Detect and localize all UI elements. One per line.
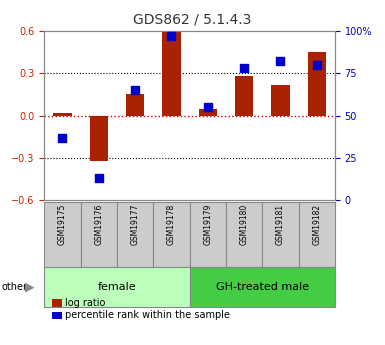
Text: GDS862 / 5.1.4.3: GDS862 / 5.1.4.3 xyxy=(133,12,252,26)
Point xyxy=(59,135,65,140)
Text: GSM19177: GSM19177 xyxy=(131,204,140,245)
Point xyxy=(277,59,283,64)
Point xyxy=(96,175,102,181)
Bar xyxy=(162,31,181,116)
Point xyxy=(132,87,138,93)
Text: GSM19179: GSM19179 xyxy=(203,204,212,245)
Text: percentile rank within the sample: percentile rank within the sample xyxy=(65,310,231,320)
Text: ▶: ▶ xyxy=(25,281,35,294)
Text: female: female xyxy=(98,282,136,292)
Text: other: other xyxy=(2,282,28,292)
Bar xyxy=(235,76,253,116)
Bar xyxy=(153,202,189,267)
Point xyxy=(168,33,174,39)
Bar xyxy=(271,85,290,116)
Bar xyxy=(299,202,335,267)
Bar xyxy=(80,202,117,267)
Bar xyxy=(226,202,262,267)
Bar xyxy=(190,202,226,267)
Bar xyxy=(44,267,190,307)
Bar xyxy=(262,202,299,267)
Text: log ratio: log ratio xyxy=(65,298,106,308)
Bar xyxy=(44,202,80,267)
Text: GSM19181: GSM19181 xyxy=(276,204,285,245)
Bar xyxy=(190,267,335,307)
Bar xyxy=(90,116,108,161)
Text: GSM19180: GSM19180 xyxy=(239,204,249,245)
Point xyxy=(241,66,247,71)
Text: GSM19175: GSM19175 xyxy=(58,204,67,245)
Text: GH-treated male: GH-treated male xyxy=(216,282,309,292)
Point xyxy=(314,62,320,68)
Bar xyxy=(54,113,72,116)
Bar xyxy=(117,202,153,267)
Bar xyxy=(199,109,217,116)
Text: GSM19182: GSM19182 xyxy=(312,204,321,245)
Text: GSM19178: GSM19178 xyxy=(167,204,176,245)
Bar xyxy=(126,95,144,116)
Bar xyxy=(308,52,326,116)
Point xyxy=(205,104,211,110)
Text: GSM19176: GSM19176 xyxy=(94,204,103,245)
